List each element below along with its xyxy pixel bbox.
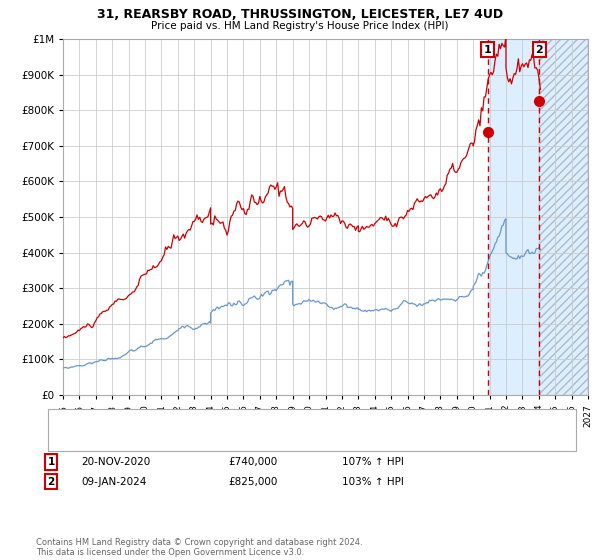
Text: 2: 2 xyxy=(47,477,55,487)
Text: Price paid vs. HM Land Registry's House Price Index (HPI): Price paid vs. HM Land Registry's House … xyxy=(151,21,449,31)
Text: Contains HM Land Registry data © Crown copyright and database right 2024.
This d: Contains HM Land Registry data © Crown c… xyxy=(36,538,362,557)
Text: £825,000: £825,000 xyxy=(228,477,277,487)
Text: ————: ———— xyxy=(57,434,84,444)
Bar xyxy=(539,39,588,395)
Bar xyxy=(488,39,539,395)
Text: £740,000: £740,000 xyxy=(228,457,277,467)
Bar xyxy=(539,39,588,395)
Text: 09-JAN-2024: 09-JAN-2024 xyxy=(81,477,146,487)
Text: 20-NOV-2020: 20-NOV-2020 xyxy=(81,457,150,467)
Text: 31, REARSBY ROAD, THRUSSINGTON, LEICESTER, LE7 4UD: 31, REARSBY ROAD, THRUSSINGTON, LEICESTE… xyxy=(97,8,503,21)
Text: 1: 1 xyxy=(484,45,491,54)
Text: 2: 2 xyxy=(535,45,543,54)
Text: ————: ———— xyxy=(57,416,84,426)
Text: 1: 1 xyxy=(47,457,55,467)
Text: 31, REARSBY ROAD, THRUSSINGTON, LEICESTER, LE7 4UD (detached house): 31, REARSBY ROAD, THRUSSINGTON, LEICESTE… xyxy=(93,416,456,425)
Text: 107% ↑ HPI: 107% ↑ HPI xyxy=(342,457,404,467)
Text: 103% ↑ HPI: 103% ↑ HPI xyxy=(342,477,404,487)
Text: HPI: Average price, detached house, Charnwood: HPI: Average price, detached house, Char… xyxy=(93,435,323,444)
